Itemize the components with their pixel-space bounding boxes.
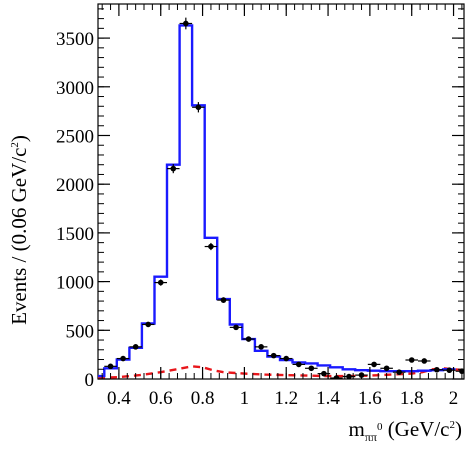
- data-marker: [107, 363, 114, 370]
- data-point: [305, 365, 318, 372]
- data-marker: [371, 361, 377, 368]
- data-marker: [183, 20, 189, 27]
- data-marker: [421, 358, 428, 364]
- data-point: [204, 242, 218, 251]
- data-marker: [170, 165, 177, 172]
- x-tick-label: 0.4: [107, 388, 131, 409]
- data-point: [367, 361, 381, 368]
- x-tick-label: 0.8: [191, 388, 215, 409]
- data-point: [116, 355, 130, 362]
- series-layer: [98, 17, 464, 379]
- plot-area: [97, 3, 465, 380]
- data-point: [104, 363, 117, 370]
- y-tick-label: 3500: [56, 29, 94, 50]
- data-point: [455, 368, 464, 375]
- data-marker: [408, 357, 415, 363]
- data-marker: [220, 297, 227, 303]
- x-tick-label: 1.8: [400, 388, 424, 409]
- data-marker: [270, 352, 277, 359]
- data-marker: [396, 369, 402, 375]
- x-tick-label: 0.6: [149, 388, 173, 409]
- data-point: [392, 369, 406, 375]
- y-tick-label: 2500: [56, 126, 94, 147]
- data-point: [141, 321, 155, 328]
- data-marker: [308, 365, 315, 372]
- data-marker: [346, 373, 352, 379]
- y-tick-label: 1000: [56, 273, 94, 294]
- data-point: [292, 361, 306, 368]
- data-point: [417, 358, 431, 364]
- data-marker: [383, 365, 390, 372]
- data-point: [254, 344, 268, 350]
- y-ticks: 0 500 1000 1500 2000 2500 3000 3500: [56, 8, 464, 391]
- data-marker: [321, 370, 327, 377]
- data-point: [217, 297, 230, 303]
- data-point: [267, 352, 280, 359]
- data-point: [229, 324, 243, 331]
- x-tick-label: 1.6: [358, 388, 382, 409]
- data-marker: [459, 368, 464, 375]
- data-point: [129, 344, 142, 350]
- data-marker: [434, 366, 440, 373]
- data-marker: [258, 344, 264, 350]
- data-marker: [245, 336, 252, 342]
- data-point: [242, 336, 255, 342]
- data-marker: [446, 367, 453, 374]
- data-point: [380, 365, 393, 372]
- data-point: [154, 279, 168, 286]
- data-point: [279, 355, 293, 362]
- x-tick-label: 1.4: [316, 388, 340, 409]
- data-marker: [208, 243, 214, 250]
- data-marker: [233, 324, 239, 331]
- data-marker: [195, 104, 202, 111]
- data-point: [405, 357, 418, 363]
- y-tick-label: 1500: [56, 224, 94, 245]
- x-tick-label: 1.2: [274, 388, 298, 409]
- data-marker: [145, 321, 151, 328]
- data-point: [430, 366, 444, 373]
- data-point: [179, 17, 193, 30]
- data-marker: [157, 279, 164, 286]
- y-tick-label: 3000: [56, 78, 94, 99]
- y-axis-title: Events / (0.06 GeV/c2): [7, 135, 31, 325]
- data-point: [192, 102, 205, 113]
- data-marker: [295, 361, 302, 368]
- data-marker: [283, 355, 290, 362]
- data-marker: [120, 355, 126, 362]
- y-tick-label: 500: [66, 321, 95, 342]
- data-marker: [132, 344, 139, 350]
- data-point: [167, 164, 180, 174]
- x-ticks: 0.4 0.6 0.8 1 1.2 1.4 1.6 1.8 2: [101, 4, 463, 409]
- x-tick-label: 1: [240, 388, 250, 409]
- y-tick-label: 2000: [56, 175, 94, 196]
- x-axis-title: mππ0 (GeV/c2): [348, 417, 462, 444]
- y-tick-label: 0: [85, 370, 95, 391]
- fit-step-line: [98, 24, 456, 378]
- plot-frame: [97, 3, 465, 380]
- x-tick-label: 2: [449, 388, 459, 409]
